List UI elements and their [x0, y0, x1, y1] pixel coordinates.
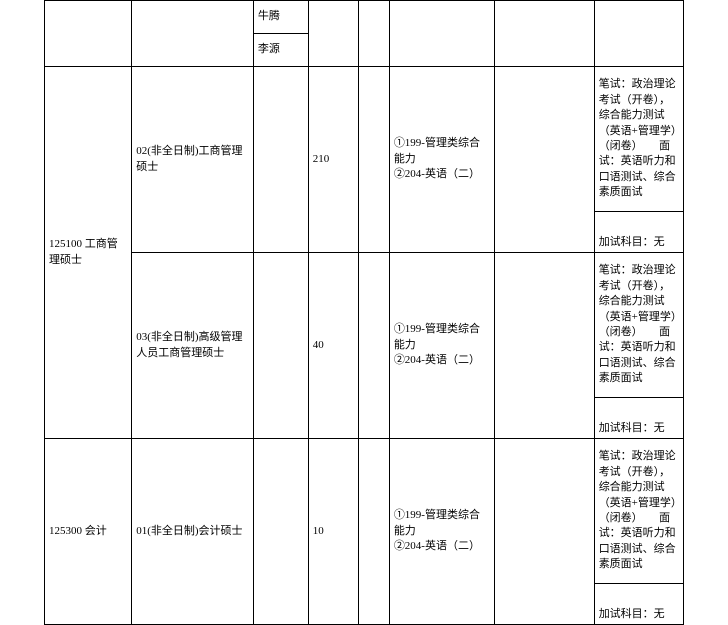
catalog-table: 牛腾 李源 125100 工商管理硕士 02(非全日制)工商管理硕士 210 ①…	[44, 0, 684, 625]
cell-name: 李源	[253, 34, 308, 67]
cell-empty	[359, 1, 389, 67]
cell-empty	[253, 439, 308, 625]
cell-program: 03(非全日制)高级管理人员工商管理硕士	[132, 253, 254, 439]
cell-program: 02(非全日制)工商管理硕士	[132, 67, 254, 253]
cell-program: 01(非全日制)会计硕士	[132, 439, 254, 625]
table-row: 125300 会计 01(非全日制)会计硕士 10 ①199-管理类综合能力 ②…	[45, 439, 684, 584]
page-container: 牛腾 李源 125100 工商管理硕士 02(非全日制)工商管理硕士 210 ①…	[0, 0, 728, 619]
cell-desc-main: 笔试：政治理论考试（开卷），综合能力测试（英语+管理学）（闭卷） 面试：英语听力…	[594, 439, 683, 584]
cell-empty	[495, 253, 594, 439]
cell-quota: 10	[308, 439, 359, 625]
cell-code: 125100 工商管理硕士	[45, 67, 132, 439]
cell-empty	[495, 1, 594, 67]
cell-exam-subjects: ①199-管理类综合能力 ②204-英语（二）	[389, 253, 494, 439]
table-row: 125100 工商管理硕士 02(非全日制)工商管理硕士 210 ①199-管理…	[45, 67, 684, 212]
cell-empty	[389, 1, 494, 67]
table-row: 03(非全日制)高级管理人员工商管理硕士 40 ①199-管理类综合能力 ②20…	[45, 253, 684, 398]
cell-desc-add: 加试科目：无	[594, 398, 683, 439]
cell-empty	[495, 67, 594, 253]
cell-desc-add: 加试科目：无	[594, 212, 683, 253]
cell-empty	[308, 1, 359, 67]
cell-desc-add: 加试科目：无	[594, 584, 683, 625]
cell-empty	[495, 439, 594, 625]
cell-desc-main: 笔试：政治理论考试（开卷），综合能力测试（英语+管理学）（闭卷） 面试：英语听力…	[594, 67, 683, 212]
cell-empty	[359, 253, 389, 439]
cell-quota: 40	[308, 253, 359, 439]
cell-exam-subjects: ①199-管理类综合能力 ②204-英语（二）	[389, 439, 494, 625]
cell-empty	[359, 67, 389, 253]
cell-exam-subjects: ①199-管理类综合能力 ②204-英语（二）	[389, 67, 494, 253]
cell-name: 牛腾	[253, 1, 308, 34]
cell-empty	[253, 253, 308, 439]
cell-empty	[594, 1, 683, 67]
cell-code: 125300 会计	[45, 439, 132, 625]
cell-empty	[45, 1, 132, 67]
cell-desc-main: 笔试：政治理论考试（开卷），综合能力测试（英语+管理学）（闭卷） 面试：英语听力…	[594, 253, 683, 398]
cell-quota: 210	[308, 67, 359, 253]
table-row: 牛腾	[45, 1, 684, 34]
cell-empty	[359, 439, 389, 625]
cell-empty	[253, 67, 308, 253]
cell-empty	[132, 1, 254, 67]
